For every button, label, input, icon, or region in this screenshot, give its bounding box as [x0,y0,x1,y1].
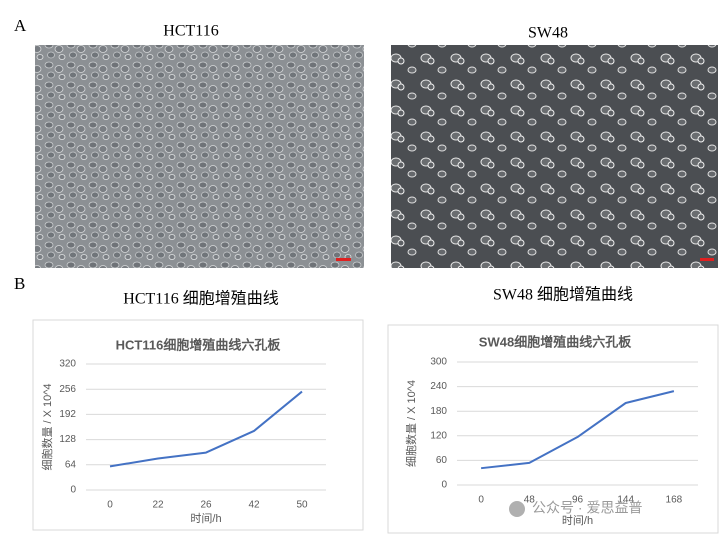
x-tick-label: 0 [478,495,484,506]
y-tick-label: 0 [70,485,76,496]
y-axis-label: 细胞数量 / X 10^4 [41,383,54,470]
watermark: 公众号 · 爱思益普 [532,500,642,516]
line [480,390,675,470]
y-tick-label: 300 [430,357,447,368]
y-tick-label: 256 [59,384,76,395]
y-axis-label: 细胞数量 / X 10^4 [405,380,418,467]
x-axis-label: 时间/h [190,512,221,525]
y-tick-label: 120 [430,430,447,441]
chart-frame [32,319,364,531]
scale-bar [336,258,351,261]
panel-label: A [14,16,27,35]
y-tick-label: 240 [430,381,447,392]
image-caption: HCT116 [163,23,218,40]
x-tick-label: 168 [666,495,683,506]
x-tick-label: 144 [617,495,634,506]
watermark-icon [509,501,525,517]
x-tick-label: 0 [107,500,113,511]
chart-title: SW48细胞增殖曲线六孔板 [479,334,632,349]
y-tick-label: 128 [59,434,76,445]
x-tick-label: 22 [152,500,164,511]
image-caption: SW48 [528,25,568,42]
micrograph [391,45,718,268]
chart-heading: SW48 细胞增殖曲线 [493,286,633,304]
y-tick-label: 180 [430,406,447,417]
x-tick-label: 42 [248,500,260,511]
chart-title: HCT116细胞增殖曲线六孔板 [116,337,282,352]
x-axis-label: 时间/h [562,514,593,527]
scale-bar [700,258,714,261]
chart-frame [387,324,719,534]
line [109,390,303,468]
x-tick-label: 48 [524,495,536,506]
y-tick-label: 192 [59,409,76,420]
y-tick-label: 320 [59,359,76,370]
micrograph [35,45,364,268]
charts: HCT116细胞增殖曲线六孔板 0 64 128 192 256 320 0 22 26 42 50 时… [41,334,698,527]
chart-heading: HCT116 细胞增殖曲线 [123,290,278,308]
y-tick-label: 0 [441,480,447,491]
y-tick-label: 60 [436,455,448,466]
x-tick-label: 26 [200,500,212,511]
x-tick-label: 50 [296,500,308,511]
x-tick-label: 96 [572,495,584,506]
panel-label: B [14,274,25,293]
y-tick-label: 64 [65,459,77,470]
